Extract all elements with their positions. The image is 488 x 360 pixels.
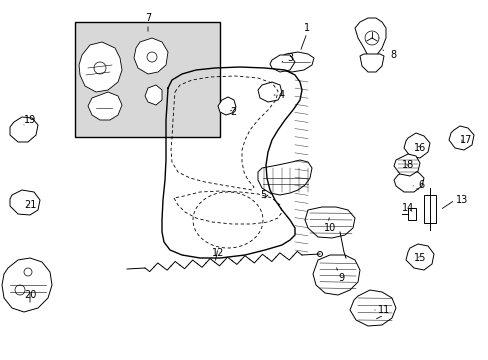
Bar xyxy=(75,22,220,137)
Polygon shape xyxy=(273,52,313,72)
Circle shape xyxy=(317,252,322,256)
Polygon shape xyxy=(218,97,236,115)
Polygon shape xyxy=(10,190,40,215)
Polygon shape xyxy=(258,82,282,102)
Text: 9: 9 xyxy=(337,273,344,283)
Text: 10: 10 xyxy=(323,223,335,233)
Bar xyxy=(407,208,415,220)
Text: 17: 17 xyxy=(459,135,471,145)
Text: 19: 19 xyxy=(24,115,36,125)
Circle shape xyxy=(94,62,106,74)
Polygon shape xyxy=(305,207,354,238)
Text: 21: 21 xyxy=(24,200,36,210)
Text: 20: 20 xyxy=(24,290,36,300)
Circle shape xyxy=(24,268,32,276)
Polygon shape xyxy=(403,133,429,158)
Text: 14: 14 xyxy=(401,203,413,213)
Text: 5: 5 xyxy=(259,190,265,200)
Text: 6: 6 xyxy=(417,180,423,190)
Bar xyxy=(423,195,435,223)
Text: 16: 16 xyxy=(413,143,425,153)
Polygon shape xyxy=(448,126,473,150)
Text: 15: 15 xyxy=(413,253,426,263)
Text: 18: 18 xyxy=(401,160,413,170)
Text: 1: 1 xyxy=(304,23,309,33)
Polygon shape xyxy=(79,42,122,92)
Circle shape xyxy=(15,285,25,295)
Text: 2: 2 xyxy=(229,107,236,117)
Polygon shape xyxy=(393,154,419,176)
Polygon shape xyxy=(393,170,423,192)
Polygon shape xyxy=(145,85,162,105)
Text: 12: 12 xyxy=(211,248,224,258)
Polygon shape xyxy=(349,290,395,326)
Polygon shape xyxy=(2,258,52,312)
Text: 11: 11 xyxy=(377,305,389,315)
Text: 4: 4 xyxy=(278,90,285,100)
Text: 8: 8 xyxy=(389,50,395,60)
Polygon shape xyxy=(88,92,122,120)
Polygon shape xyxy=(354,18,385,60)
Polygon shape xyxy=(405,244,433,270)
Circle shape xyxy=(147,52,157,62)
Polygon shape xyxy=(258,160,311,195)
Polygon shape xyxy=(312,255,359,295)
Text: 7: 7 xyxy=(144,13,151,23)
Polygon shape xyxy=(359,54,383,72)
Polygon shape xyxy=(10,117,38,142)
Polygon shape xyxy=(134,38,168,74)
Text: 3: 3 xyxy=(286,53,292,63)
Text: 13: 13 xyxy=(455,195,467,205)
Polygon shape xyxy=(269,55,294,72)
